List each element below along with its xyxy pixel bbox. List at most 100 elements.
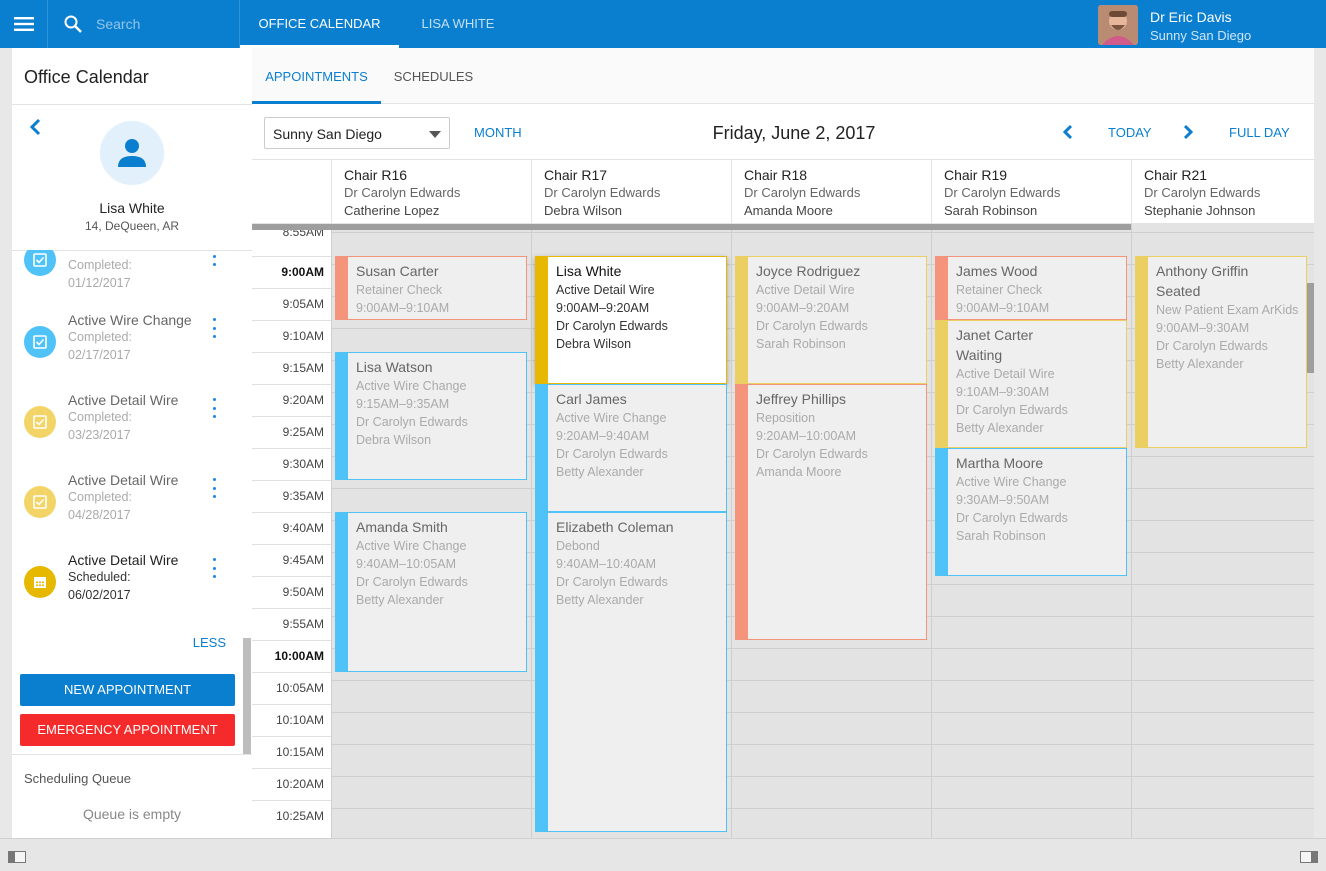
calendar-scrollbar[interactable] <box>1306 283 1314 373</box>
appointment-detail: New Patient Exam ArKids <box>1156 303 1299 317</box>
appointment-card[interactable]: James Wood Retainer Check 9:00AM–9:10AM <box>935 256 1127 320</box>
appointment-detail: Dr Carolyn Edwards <box>556 447 668 461</box>
month-view-button[interactable]: MONTH <box>474 125 522 140</box>
patient-avatar <box>100 121 164 185</box>
chair-name: Chair R21 <box>1144 167 1208 183</box>
appointment-detail: Dr Carolyn Edwards <box>956 403 1068 417</box>
history-title: Active Detail Wire <box>68 552 179 568</box>
appointment-detail: 9:00AM–9:30AM <box>1156 321 1250 335</box>
grid-line <box>252 680 1314 681</box>
appointment-card[interactable]: Janet Carter Waiting Active Detail Wire 9:1… <box>935 320 1127 448</box>
search-box[interactable]: Search <box>48 0 240 48</box>
history-date: 04/28/2017 <box>68 508 131 522</box>
time-text: 9:05AM <box>282 297 324 311</box>
appointment-detail: Dr Carolyn Edwards <box>356 415 468 429</box>
appointment-detail: Reposition <box>756 411 816 425</box>
appointment-card[interactable]: Elizabeth Coleman Debond 9:40AM–10:40AM Dr … <box>535 512 727 832</box>
history-item[interactable]: 01/12/2017 Completed: <box>12 250 244 330</box>
chair-header-row: Chair R16 Dr Carolyn Edwards Catherine L… <box>252 160 1314 224</box>
appointment-detail: Debond <box>556 539 600 553</box>
appointment-color-bar <box>936 449 948 575</box>
appointment-card[interactable]: Martha Moore Active Wire Change 9:30AM–9:5… <box>935 448 1127 576</box>
time-text: 9:25AM <box>282 425 324 439</box>
less-link[interactable]: LESS <box>192 635 226 650</box>
time-text: 9:10AM <box>282 329 324 343</box>
more-options-button[interactable] <box>210 398 218 418</box>
history-status: Completed: <box>68 330 132 344</box>
toggle-right-panel-button[interactable] <box>1300 850 1318 868</box>
appointment-color-bar <box>336 353 348 479</box>
appointment-color-bar <box>936 321 948 447</box>
user-avatar <box>1098 5 1138 45</box>
previous-day-button[interactable] <box>1062 124 1074 145</box>
appointment-card[interactable]: Jeffrey Phillips Reposition 9:20AM–10:00AM… <box>735 384 927 640</box>
location-select[interactable]: Sunny San Diego <box>264 117 450 149</box>
time-slot-label: 9:05AM <box>252 288 331 320</box>
history-item[interactable]: Active Detail Wire Completed: 03/23/2017 <box>12 392 244 464</box>
user-profile[interactable]: Dr Eric Davis Sunny San Diego <box>1098 5 1326 45</box>
chair-header: Chair R19 Dr Carolyn Edwards Sarah Robin… <box>931 160 1131 224</box>
appointment-detail: Retainer Check <box>956 283 1043 297</box>
appointment-patient-name: Janet Carter <box>956 327 1034 343</box>
appointment-detail: Active Detail Wire <box>756 283 855 297</box>
time-text: 10:00AM <box>274 649 324 663</box>
sidebar-scrollbar[interactable] <box>243 638 251 754</box>
calendar-grid[interactable]: 8:55AM 9:00AM 9:05AM 9:10AM 9:15AM 9:20AM 9:25… <box>252 224 1314 838</box>
tab-office-calendar[interactable]: OFFICE CALENDAR <box>240 0 399 48</box>
full-day-button[interactable]: FULL DAY <box>1229 125 1290 140</box>
appointment-patient-name: Joyce Rodriguez <box>756 263 861 279</box>
appointment-detail: Active Wire Change <box>356 539 467 553</box>
current-date: Friday, June 2, 2017 <box>712 123 876 143</box>
calendar-icon <box>24 566 56 598</box>
more-options-button[interactable] <box>210 558 218 578</box>
today-button[interactable]: TODAY <box>1108 125 1152 140</box>
history-item[interactable]: Active Detail Wire Scheduled: 06/02/2017 <box>12 552 244 624</box>
appointment-card[interactable]: Anthony Griffin Seated New Patient Exam Ar… <box>1135 256 1307 448</box>
appointment-patient-name: Lisa Watson <box>356 359 433 375</box>
scheduling-queue-title: Scheduling Queue <box>24 771 131 786</box>
more-options-button[interactable] <box>210 478 218 498</box>
tab-appointments[interactable]: APPOINTMENTS <box>252 48 381 104</box>
appointment-patient-name: Susan Carter <box>356 263 439 279</box>
history-item[interactable]: Active Wire Change Completed: 02/17/2017 <box>12 312 244 384</box>
history-item[interactable]: Active Detail Wire Completed: 04/28/2017 <box>12 472 244 544</box>
chair-assistant: Sarah Robinson <box>944 203 1038 218</box>
appointment-detail: 9:40AM–10:05AM <box>356 557 457 571</box>
appointment-card[interactable]: Susan Carter Retainer Check 9:00AM–9:10AM <box>335 256 527 320</box>
time-text: 9:30AM <box>282 457 324 471</box>
time-slot-label: 9:50AM <box>252 576 331 608</box>
next-day-button[interactable] <box>1182 124 1194 145</box>
history-title: Active Wire Change <box>68 312 192 328</box>
appointment-detail: 9:00AM–9:10AM <box>956 301 1050 315</box>
more-options-button[interactable] <box>210 250 218 266</box>
appointment-card[interactable]: Lisa Watson Active Wire Change 9:15AM–9:35… <box>335 352 527 480</box>
appointment-patient-name: Martha Moore <box>956 455 1044 471</box>
time-text: 10:10AM <box>275 713 324 727</box>
appointment-color-bar <box>536 385 548 511</box>
emergency-appointment-button[interactable]: EMERGENCY APPOINTMENT <box>20 714 235 746</box>
patient-name: Lisa White <box>99 200 165 216</box>
appointment-detail: Active Wire Change <box>956 475 1067 489</box>
tab-lisa-white[interactable]: LISA WHITE <box>421 16 495 31</box>
toggle-left-panel-button[interactable] <box>8 850 26 868</box>
more-options-button[interactable] <box>210 318 218 338</box>
appointment-card[interactable]: Amanda Smith Active Wire Change 9:40AM–10:… <box>335 512 527 672</box>
dropdown-arrow-icon <box>429 131 441 138</box>
grid-line <box>252 744 1314 745</box>
appointment-detail: Betty Alexander <box>956 421 1044 435</box>
appointment-detail: 9:00AM–9:20AM <box>556 301 650 315</box>
time-text: 9:20AM <box>282 393 324 407</box>
appointment-card[interactable]: Lisa White Active Detail Wire 9:00AM–9:20A… <box>535 256 727 384</box>
appointment-card[interactable]: Carl James Active Wire Change 9:20AM–9:40A… <box>535 384 727 512</box>
time-slot-label: 9:10AM <box>252 320 331 352</box>
appointment-color-bar <box>1136 257 1148 447</box>
appointment-detail: 9:10AM–9:30AM <box>956 385 1050 399</box>
new-appointment-button[interactable]: NEW APPOINTMENT <box>20 674 235 706</box>
appointment-card[interactable]: Joyce Rodriguez Active Detail Wire 9:00AM–… <box>735 256 927 384</box>
calendar-tabs: APPOINTMENTS SCHEDULES <box>252 48 1314 104</box>
appointment-patient-name: Carl James <box>556 391 627 407</box>
time-text: 9:50AM <box>282 585 324 599</box>
tab-schedules[interactable]: SCHEDULES <box>393 69 474 84</box>
back-button[interactable] <box>28 118 42 141</box>
hamburger-menu-button[interactable] <box>0 0 48 48</box>
